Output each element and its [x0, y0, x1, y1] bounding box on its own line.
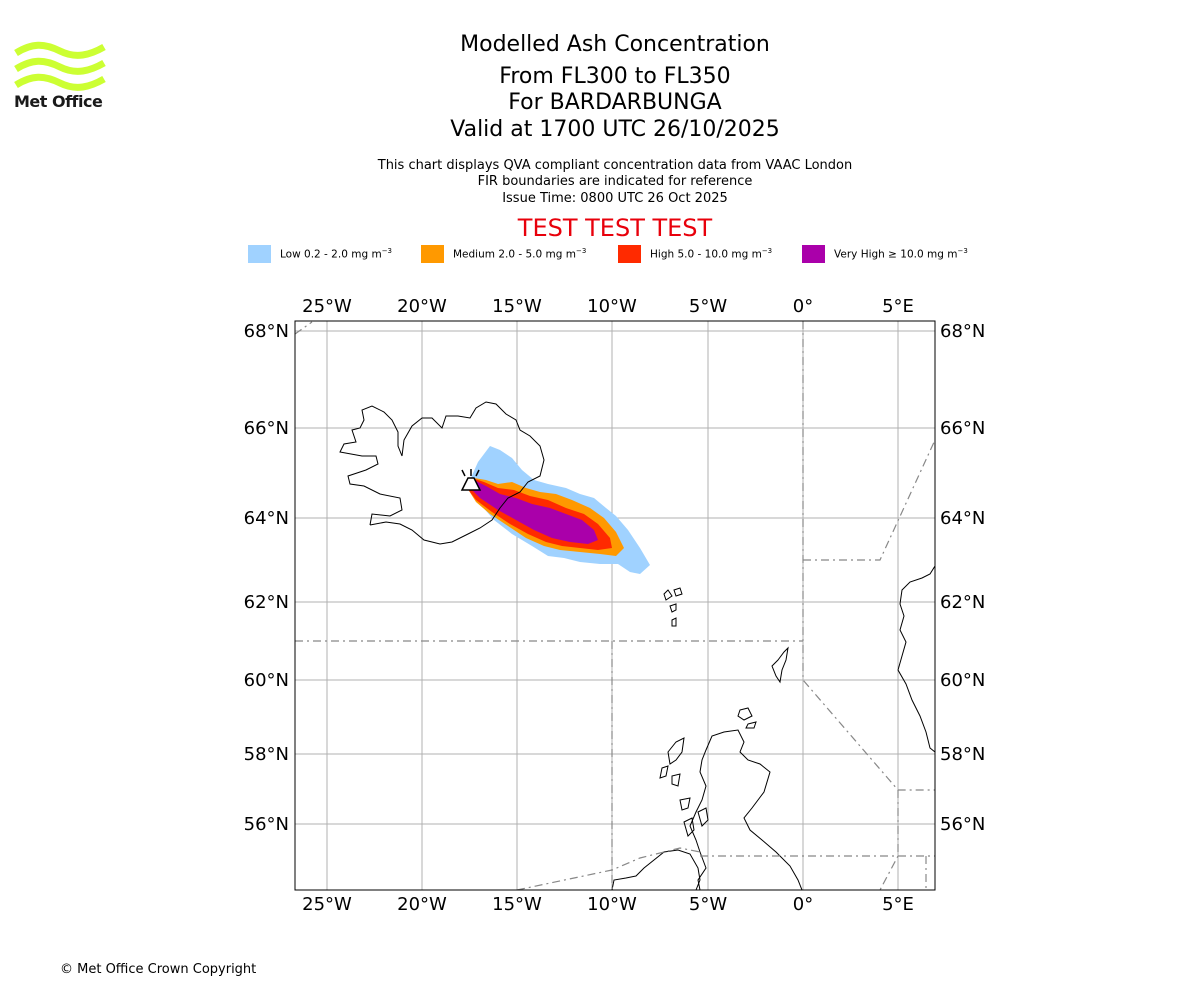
valid-time-title: Valid at 1700 UTC 26/10/2025: [450, 117, 780, 142]
lon-tick-bottom: 10°W: [587, 894, 637, 915]
lon-tick-bottom: 25°W: [302, 894, 352, 915]
issue-time: Issue Time: 0800 UTC 26 Oct 2025: [502, 191, 728, 206]
met-office-wave-logo-icon: [14, 41, 106, 91]
lat-tick-right: 58°N: [940, 744, 985, 765]
fir-boundaries: [295, 321, 935, 890]
lon-tick-top: 0°: [793, 296, 813, 317]
lat-tick-left: 66°N: [244, 418, 289, 439]
lat-tick-left: 60°N: [244, 670, 289, 691]
map-frame: [294, 320, 936, 891]
lat-tick-right: 64°N: [940, 508, 985, 529]
hebrides-coastline: [659, 737, 709, 837]
legend-item-low: Low 0.2 - 2.0 mg m−3: [248, 244, 392, 264]
lon-tick-bottom: 5°W: [689, 894, 727, 915]
graticule: [295, 321, 935, 890]
lon-tick-top: 15°W: [492, 296, 542, 317]
lon-tick-bottom: 5°E: [882, 894, 914, 915]
lat-tick-left: 58°N: [244, 744, 289, 765]
scotland-coastline: [689, 729, 803, 890]
shetland-coastline: [771, 646, 789, 684]
fir-boundary-0: [802, 321, 935, 791]
lat-tick-right: 66°N: [940, 418, 985, 439]
lat-tick-left: 68°N: [244, 321, 289, 342]
lat-tick-right: 68°N: [940, 321, 985, 342]
test-banner: TEST TEST TEST: [517, 214, 713, 242]
fir-boundary-north: [295, 321, 313, 335]
lat-tick-left: 56°N: [244, 814, 289, 835]
fir-boundary-south-west: [516, 847, 701, 890]
volcano-name-title: For BARDARBUNGA: [508, 90, 722, 115]
flight-level-range: From FL300 to FL350: [499, 64, 731, 89]
legend-label-medium: Medium 2.0 - 5.0 mg m−3: [453, 247, 587, 261]
legend-item-very-high: Very High ≥ 10.0 mg m−3: [802, 244, 968, 264]
ireland-coastline: [611, 849, 701, 890]
fir-boundaries-note: FIR boundaries are indicated for referen…: [477, 174, 753, 189]
lat-tick-right: 62°N: [940, 592, 985, 613]
legend-swatch-medium: [421, 245, 444, 263]
logo-text: Met Office: [14, 92, 103, 111]
legend-swatch-low: [248, 245, 271, 263]
coastlines: [339, 401, 935, 890]
lon-tick-top: 10°W: [587, 296, 637, 317]
faroe-islands-coastline: [663, 587, 683, 627]
lon-tick-top: 20°W: [397, 296, 447, 317]
lon-tick-top: 5°W: [689, 296, 727, 317]
fir-boundary-5e: [879, 790, 899, 890]
legend-swatch-very-high: [802, 245, 825, 263]
legend-item-medium: Medium 2.0 - 5.0 mg m−3: [421, 244, 586, 264]
lon-tick-top: 25°W: [302, 296, 352, 317]
legend-label-high: High 5.0 - 10.0 mg m−3: [650, 247, 773, 261]
legend-label-low: Low 0.2 - 2.0 mg m−3: [280, 247, 393, 261]
qva-compliance-note: This chart displays QVA compliant concen…: [377, 158, 853, 173]
lon-tick-bottom: 20°W: [397, 894, 447, 915]
ash-very-high-area: [466, 480, 598, 544]
legend-item-high: High 5.0 - 10.0 mg m−3: [618, 244, 772, 264]
volcano-icon: [460, 469, 482, 491]
lat-tick-right: 56°N: [940, 814, 985, 835]
lat-tick-left: 64°N: [244, 508, 289, 529]
legend-label-very-high: Very High ≥ 10.0 mg m−3: [834, 247, 968, 261]
iceland-coastline: [339, 401, 545, 545]
chart-title: Modelled Ash Concentration: [460, 32, 770, 57]
lon-tick-bottom: 15°W: [492, 894, 542, 915]
lon-tick-top: 5°E: [882, 296, 914, 317]
copyright-notice: © Met Office Crown Copyright: [60, 962, 257, 977]
fir-boundary-63n: [803, 439, 935, 561]
lat-tick-right: 60°N: [940, 670, 985, 691]
orkney-coastline: [737, 707, 757, 729]
lon-tick-bottom: 0°: [793, 894, 813, 915]
legend-swatch-high: [618, 245, 641, 263]
norway-coastline: [897, 565, 935, 753]
lat-tick-left: 62°N: [244, 592, 289, 613]
